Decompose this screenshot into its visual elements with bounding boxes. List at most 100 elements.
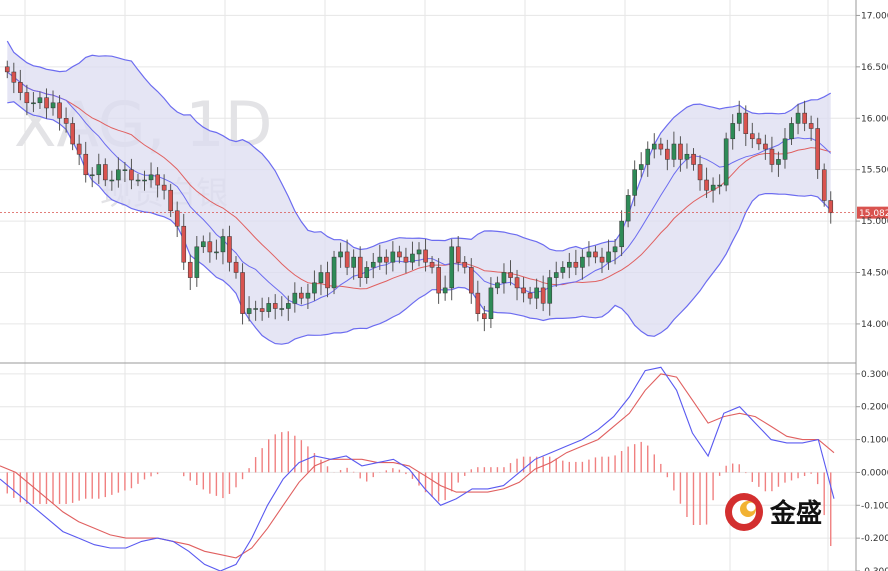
candle (70, 117, 75, 151)
candle (645, 141, 651, 177)
candle (370, 252, 376, 279)
candle (462, 256, 468, 274)
candle (384, 249, 389, 275)
candle (305, 283, 311, 310)
candle (573, 249, 579, 276)
candle (665, 139, 670, 171)
candle (710, 177, 716, 203)
candle (547, 269, 553, 316)
price-axis: 14.000 14.500 15.000 15.500 16.000 16.500 17.0… (856, 11, 888, 330)
candle (449, 239, 455, 301)
candle (730, 114, 736, 150)
candle (246, 296, 252, 322)
logo: 金盛 (725, 493, 822, 531)
candle (63, 107, 69, 133)
last-price-line: 15.082 (0, 206, 888, 219)
candle (364, 261, 370, 284)
candle (318, 264, 324, 296)
candle (214, 239, 219, 260)
candle (508, 260, 513, 286)
candle (691, 148, 696, 171)
candle (795, 103, 801, 135)
candle (155, 167, 160, 198)
candle (475, 280, 481, 322)
candle (142, 170, 147, 191)
candle (122, 161, 128, 183)
price-tick-label: 14.000 (861, 320, 888, 330)
candle (220, 228, 226, 265)
candle (723, 132, 729, 192)
candle (233, 256, 239, 279)
candle (253, 300, 258, 321)
band-upper (6, 40, 831, 252)
candle (116, 157, 121, 188)
price-tick-label: 17.000 (861, 11, 888, 21)
candle (678, 136, 683, 172)
candle (135, 173, 141, 187)
candle (37, 91, 43, 110)
candle (599, 247, 605, 274)
candle (527, 286, 533, 305)
candle (580, 249, 585, 280)
candle (501, 263, 507, 294)
candle (717, 174, 722, 195)
band-fill (7, 41, 831, 345)
candle (390, 241, 396, 272)
candle (351, 249, 356, 280)
candle (76, 134, 82, 166)
candle (103, 158, 108, 187)
candle (750, 122, 755, 149)
candle (789, 117, 794, 145)
candle (782, 128, 788, 169)
candle (821, 163, 827, 207)
bollinger-band (6, 40, 832, 345)
candle (344, 239, 350, 276)
candle (586, 241, 592, 267)
candle (429, 256, 435, 274)
candle (815, 117, 820, 179)
candle (259, 297, 265, 321)
candle (89, 167, 95, 188)
price-tick-label: 15.500 (861, 166, 888, 176)
candle (416, 242, 422, 267)
candle (625, 189, 631, 228)
candle (482, 305, 487, 332)
candle (11, 62, 17, 94)
price-tick-label: 14.500 (861, 269, 888, 279)
candle (18, 69, 23, 101)
candle (488, 277, 494, 329)
candle (736, 100, 742, 132)
candle (638, 152, 644, 178)
candle (377, 244, 383, 270)
candle (553, 261, 559, 287)
candle (174, 201, 180, 238)
candle (671, 131, 677, 168)
candle (651, 133, 657, 159)
candle (658, 137, 664, 156)
candle (593, 245, 598, 264)
candle (606, 239, 611, 270)
logo-text: 金盛 (769, 498, 822, 529)
candle (514, 269, 520, 301)
candle (240, 263, 245, 325)
candle (292, 282, 298, 313)
candle (83, 141, 89, 183)
candle (44, 88, 49, 119)
candle (423, 239, 428, 272)
macd-tick-label: -0.100 (861, 501, 888, 511)
candle (148, 162, 154, 188)
ma-line (6, 71, 831, 290)
candle (109, 170, 115, 191)
candle (96, 153, 102, 185)
price-tick-label: 16.000 (861, 114, 888, 124)
candle (808, 115, 814, 141)
candle (534, 278, 539, 310)
candle (207, 232, 213, 263)
candle (756, 132, 762, 151)
candle (612, 239, 618, 265)
price-tick-label: 15.000 (861, 217, 888, 227)
